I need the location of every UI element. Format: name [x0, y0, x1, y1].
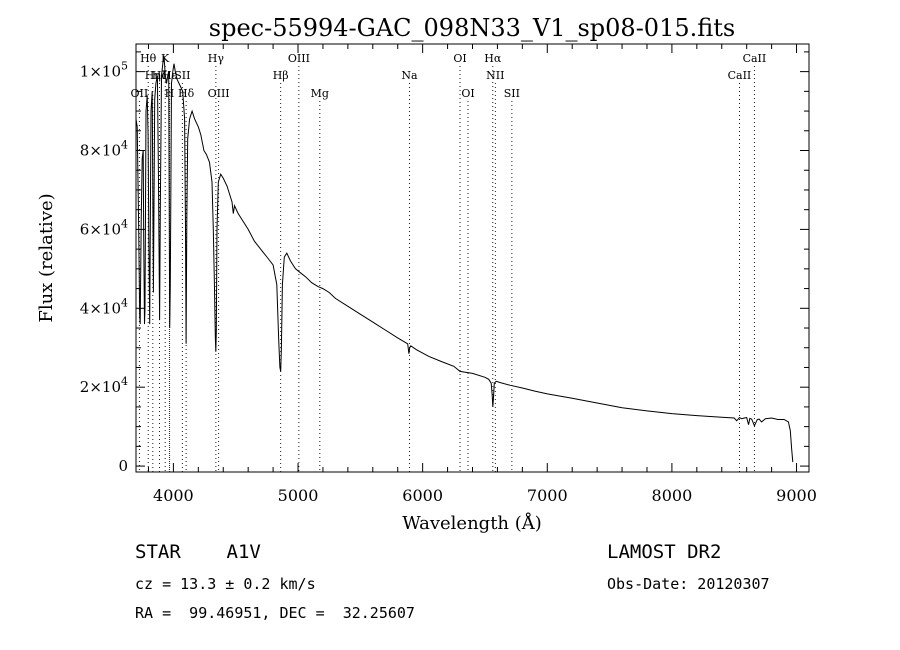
marker-label: Hβ: [273, 69, 289, 82]
x-tick-label: 7000: [527, 486, 568, 505]
marker-label: CaII: [743, 52, 767, 65]
marker-label: OIII: [208, 87, 230, 100]
marker-label: CaII: [728, 69, 752, 82]
marker-label: Hδ: [178, 87, 195, 100]
marker-label: Hθ: [140, 52, 157, 65]
obs-date-text: Obs-Date: 20120307: [607, 575, 770, 593]
marker-label: OII: [131, 87, 149, 100]
y-tick-label: 8×104: [80, 139, 128, 160]
survey-label: LAMOST DR2: [607, 541, 722, 563]
y-tick-label: 6×104: [80, 217, 128, 238]
x-axis-label: Wavelength (Å): [402, 512, 542, 534]
marker-label: SII: [504, 87, 520, 100]
marker-label: K: [161, 52, 170, 65]
y-tick-label: 2×104: [80, 375, 128, 396]
object-class: STAR A1V: [135, 541, 261, 563]
marker-label: Hζ: [152, 69, 168, 82]
marker-label: Mg: [311, 87, 329, 100]
marker-label: Hα: [484, 52, 502, 65]
x-tick-label: 9000: [776, 486, 817, 505]
chart-title: spec-55994-GAC_098N33_V1_sp08-015.fits: [209, 14, 735, 42]
y-axis-label: Flux (relative): [36, 193, 57, 322]
marker-label: OIII: [288, 52, 310, 65]
y-tick-label: 4×104: [80, 296, 128, 317]
y-tick-label: 0: [118, 457, 128, 475]
marker-label: NII: [486, 69, 504, 82]
marker-label: H: [165, 87, 175, 100]
spectrum-line: [135, 55, 794, 463]
coordinates-text: RA = 99.46951, DEC = 32.25607: [135, 604, 415, 622]
redshift-text: cz = 13.3 ± 0.2 km/s: [135, 575, 316, 593]
x-tick-label: 4000: [153, 486, 194, 505]
marker-label: OI: [453, 52, 466, 65]
x-tick-label: 8000: [652, 486, 693, 505]
y-tick-label: 1×105: [80, 60, 128, 81]
x-tick-label: 5000: [278, 486, 319, 505]
marker-label: Na: [401, 69, 418, 82]
marker-label: Hγ: [208, 52, 225, 65]
x-tick-label: 6000: [402, 486, 443, 505]
marker-label: OI: [461, 87, 474, 100]
marker-label: SII: [174, 69, 190, 82]
plot-frame: [135, 43, 810, 473]
